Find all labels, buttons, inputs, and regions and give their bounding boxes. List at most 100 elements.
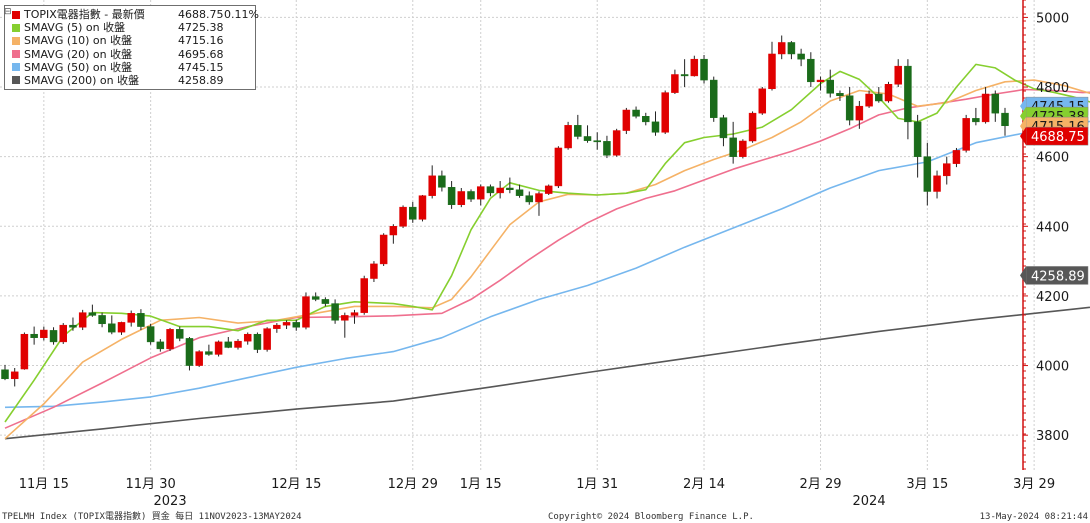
- candle-body: [739, 140, 747, 157]
- candle-body: [680, 74, 689, 77]
- candle-body: [875, 93, 883, 102]
- candle-body: [292, 322, 301, 328]
- candle-body: [981, 93, 990, 123]
- legend-series-name: TOPIX電器指數 - 最新價: [24, 8, 145, 21]
- candle-body: [758, 88, 767, 114]
- ma-line: [4, 306, 1090, 440]
- candle-body: [282, 322, 291, 326]
- legend-swatch: [12, 63, 20, 72]
- candle-body: [515, 189, 524, 196]
- candle-body: [350, 312, 359, 316]
- candle-body: [612, 130, 621, 156]
- candle-body: [185, 338, 194, 366]
- candle-body: [195, 351, 203, 366]
- candle-body: [836, 93, 844, 96]
- legend-swatch: [12, 76, 20, 85]
- candle-body: [399, 206, 407, 227]
- candle-body: [418, 195, 427, 220]
- x-tick-label: 1月 15: [460, 477, 502, 492]
- candle-body: [845, 95, 854, 121]
- candle-body: [98, 315, 106, 325]
- price-tag-label: 4688.75: [1031, 130, 1085, 145]
- candle-body: [535, 193, 543, 203]
- y-axis-ticks: 3800 4000 4200 4400 4600 4800 5000: [1023, 0, 1069, 470]
- candle-body: [146, 326, 155, 343]
- legend-series-name: SMAVG (5) on 收盤: [24, 21, 126, 35]
- candle-body: [409, 206, 417, 220]
- candle-body: [457, 191, 466, 205]
- candle-body: [1, 369, 9, 380]
- legend-row-smavg-50: SMAVG (50) on 收盤 4745.15: [5, 61, 255, 74]
- candle-body: [787, 42, 796, 55]
- ma-line: [4, 79, 1090, 440]
- legend-series-value: 4745.15: [178, 60, 224, 74]
- legend-swatch: [12, 50, 20, 59]
- x-tick-label: 12月 29: [388, 477, 438, 492]
- candle-body: [933, 175, 941, 192]
- footer-copyright: Copyright© 2024 Bloomberg Finance L.P.: [548, 512, 754, 522]
- x-tick-label: 12月 15: [271, 477, 321, 492]
- candle-body: [20, 333, 29, 370]
- candle-body: [622, 109, 631, 131]
- candle-body: [496, 187, 504, 194]
- legend-series-value: 4715.16: [178, 34, 224, 48]
- candle-body: [486, 186, 495, 194]
- candle-body: [273, 324, 281, 329]
- legend-series-value: 4258.89: [178, 73, 224, 87]
- candle-body: [816, 79, 825, 83]
- legend-swatch: [12, 23, 20, 32]
- x-tick-label: 3月 15: [906, 477, 948, 492]
- y-tick-label: 4400: [1036, 220, 1069, 235]
- candle-body: [923, 156, 932, 192]
- candle-body: [574, 125, 582, 137]
- candle-body: [476, 186, 485, 200]
- x-tick-label: 1月 31: [576, 477, 618, 492]
- candle-body: [826, 79, 834, 94]
- candle-body: [311, 296, 320, 300]
- x-tick-label: 11月 30: [126, 477, 176, 492]
- candle-body: [913, 121, 922, 157]
- x-tick-label: 2月 29: [800, 477, 842, 492]
- x-year-label: 2024: [853, 494, 886, 509]
- candle-body: [642, 116, 650, 123]
- candle-body: [78, 312, 87, 328]
- candlesticks: [1, 35, 1009, 387]
- candle-body: [671, 74, 679, 93]
- candle-body: [341, 315, 349, 321]
- legend-collapse-icon[interactable]: ⊟: [4, 7, 12, 17]
- candle-body: [719, 117, 728, 139]
- candle-body: [302, 296, 310, 328]
- candle-body: [49, 330, 58, 343]
- legend: ⊟ TOPIX電器指數 - 最新價 4688.75 0.11% SMAVG (5…: [4, 5, 259, 91]
- candle-body: [108, 323, 116, 333]
- candle-body: [525, 195, 534, 203]
- x-tick-label: 11月 15: [19, 477, 69, 492]
- candle-body: [991, 93, 1000, 114]
- candle-body: [884, 84, 893, 102]
- candle-body: [117, 322, 126, 333]
- candle-body: [389, 226, 398, 236]
- candle-body: [593, 140, 601, 143]
- candle-body: [807, 58, 815, 83]
- y-tick-label: 4200: [1036, 290, 1069, 305]
- candle-body: [370, 263, 378, 279]
- candle-body: [10, 371, 19, 380]
- candle-body: [768, 53, 776, 90]
- candle-body: [962, 118, 970, 151]
- y-tick-label: 3800: [1036, 429, 1069, 444]
- candle-body: [632, 109, 640, 117]
- candle-body: [690, 58, 699, 77]
- candle-body: [224, 341, 233, 348]
- candle-body: [243, 333, 252, 342]
- candle-body: [379, 234, 388, 265]
- price-tag-label: 4258.89: [1031, 269, 1085, 284]
- y-tick-label: 4800: [1036, 81, 1069, 96]
- candle-body: [748, 112, 757, 142]
- candle-body: [321, 299, 330, 304]
- candle-body: [69, 324, 77, 328]
- candle-body: [438, 175, 446, 188]
- footer-timestamp: 13-May-2024 08:21:44: [979, 512, 1088, 522]
- candle-body: [777, 42, 786, 55]
- legend-row-smavg-5: SMAVG (5) on 收盤 4725.38: [5, 21, 255, 34]
